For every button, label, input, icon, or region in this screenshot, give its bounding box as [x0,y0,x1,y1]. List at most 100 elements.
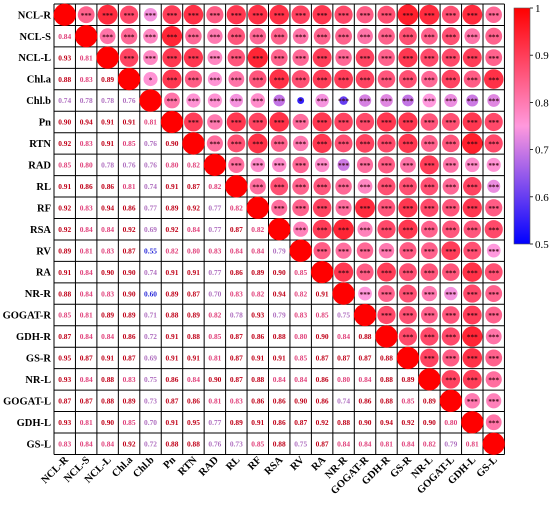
significance-stars: *** [145,33,156,41]
significance-stars: *** [424,76,435,84]
significance-stars: *** [403,205,414,213]
diagonal-circle [139,89,162,112]
correlation-circle [441,113,460,131]
correlation-circle [377,5,396,24]
correlation-circle [143,50,158,66]
coefficient-label: 0.86 [251,397,264,406]
significance-stars: * [149,76,153,84]
correlation-circle [398,27,417,46]
correlation-circle [355,112,375,132]
correlation-circle [465,157,480,173]
significance-stars: *** [360,55,371,63]
correlation-circle [119,48,139,67]
significance-stars: *** [145,12,156,20]
coefficient-label: 0.84 [251,246,264,255]
coefficient-label: 0.90 [58,118,71,127]
significance-stars: *** [188,98,199,106]
correlation-circle [334,69,354,89]
correlation-circle [419,155,439,175]
significance-stars: *** [403,312,414,320]
correlation-circle [377,262,396,282]
significance-stars: *** [445,12,456,20]
correlation-circle [421,285,438,302]
correlation-circle [485,306,503,324]
correlation-circle [398,70,417,89]
significance-stars: *** [488,98,499,106]
row-label: GDH-L [17,418,51,429]
correlation-circle [292,113,309,131]
diagonal-circle [332,282,355,305]
significance-stars: *** [467,312,478,320]
correlation-circle [99,28,116,45]
correlation-circle [485,349,503,367]
coefficient-label: 0.71 [144,311,157,320]
significance-stars: *** [467,355,478,363]
correlation-circle [485,49,503,67]
significance-stars: *** [467,398,478,406]
coefficient-label: 0.89 [123,311,136,320]
significance-stars: *** [360,141,371,149]
correlation-circle [207,28,223,44]
coefficient-label: 0.83 [80,203,93,212]
significance-stars: *** [231,141,242,149]
coefficient-label: 0.82 [251,225,264,234]
coefficient-label: 0.91 [166,268,179,277]
coefficient-label: 0.85 [58,161,71,170]
significance-stars: *** [381,162,392,170]
correlation-circle [313,27,331,45]
significance-stars: *** [445,162,456,170]
coefficient-label: 0.91 [251,418,264,427]
correlation-circle [335,49,352,66]
coefficient-label: 0.83 [208,246,221,255]
correlation-circle [162,5,182,25]
significance-stars: *** [424,291,435,299]
coefficient-label: 0.70 [144,418,157,427]
correlation-circle [441,327,460,346]
coefficient-label: 0.83 [230,289,243,298]
significance-stars: *** [295,119,306,127]
colorbar-tick-label: 0.8 [535,97,549,109]
coefficient-label: 0.85 [251,439,264,448]
significance-stars: *** [467,98,478,106]
correlation-circle [420,220,438,238]
significance-stars: *** [317,205,328,213]
coefficient-label: 0.88 [359,332,372,341]
significance-stars: *** [231,55,242,63]
significance-stars: *** [317,162,328,170]
significance-stars: *** [445,76,456,84]
significance-stars: *** [488,205,499,213]
coefficient-label: 0.92 [401,418,414,427]
coefficient-label: 0.91 [166,332,179,341]
coefficient-label: 0.91 [187,268,200,277]
coefficient-label: 0.84 [273,375,286,384]
coefficient-label: 0.90 [208,375,221,384]
row-label: Chl.a [27,75,52,86]
correlation-circle [333,219,354,240]
row-label: GOGAT-R [3,311,52,322]
correlation-circle [398,177,417,196]
coefficient-label: 0.76 [144,161,157,170]
significance-stars: *** [231,98,242,106]
diagonal-circle [117,67,141,91]
coefficient-label: 0.92 [123,225,136,234]
coefficient-label: 0.87 [316,354,329,363]
coefficient-label: 0.94 [273,289,286,298]
coefficient-label: 0.88 [166,311,179,320]
correlation-circle [398,327,418,346]
coefficient-label: 0.84 [80,375,93,384]
row-label: NR-L [25,375,51,386]
significance-stars: *** [167,55,178,63]
correlation-circle [186,93,201,108]
significance-stars: *** [381,248,392,256]
significance-stars: *** [295,184,306,192]
colorbar-tick-label: 0.6 [535,192,549,204]
significance-stars: *** [274,98,285,106]
significance-stars: *** [188,55,199,63]
correlation-circle [398,133,418,154]
correlation-circle [292,199,310,217]
coefficient-label: 0.76 [123,96,136,105]
coefficient-label: 0.82 [208,182,221,191]
coefficient-label: 0.72 [144,439,157,448]
coefficient-label: 0.87 [316,439,329,448]
significance-stars: *** [381,33,392,41]
